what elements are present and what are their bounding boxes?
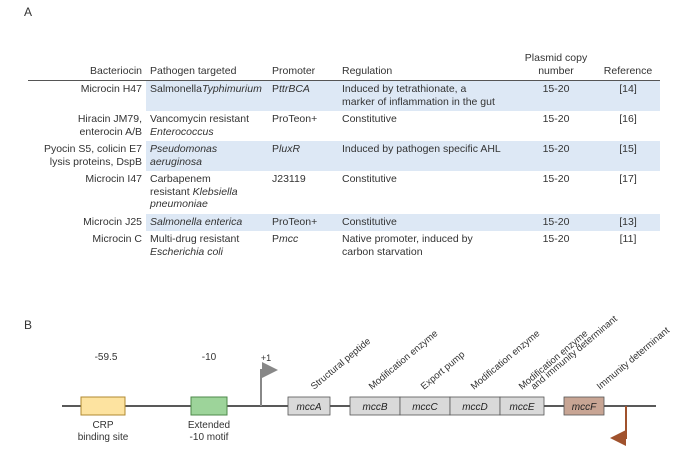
mcc-operon-diagram: -59.5 -10 +1 CRP binding site Extended -… [62, 313, 672, 446]
cell-regulation: Native promoter, induced by carbon starva… [342, 233, 473, 258]
forward-promoter-arrow [260, 362, 278, 406]
panel-b-label: B [24, 318, 33, 332]
cell-regulation: Induced by pathogen specific AHL [338, 141, 516, 171]
cell-pathogen: Vancomycin resistant Enterococcus [150, 113, 250, 138]
crp-label-line1: CRP [92, 420, 113, 431]
cell-copy-number: 15-20 [542, 113, 570, 125]
cell-promoter: Pmcc [272, 233, 299, 245]
table-row: Microcin I47 Carbapenem resistant Klebsiel… [28, 171, 660, 214]
cell-promoter: PluxR [268, 141, 338, 171]
gene-role-label: Immunity determinant [595, 325, 672, 392]
cell-bacteriocin: Microcin H47 [28, 80, 146, 111]
gene-label-mccD: mccD [462, 402, 488, 413]
cell-copy-number: 15-20 [542, 173, 570, 185]
header-reference: Reference [596, 52, 660, 81]
gene-box-mccF [563, 396, 605, 416]
panel-a-label: A [24, 5, 33, 19]
header-copy-number: Plasmid copy number [516, 52, 596, 81]
cell-pathogen: SalmonellaTyphimurium [146, 80, 268, 111]
gene-label-mccC: mccC [412, 402, 438, 413]
cell-bacteriocin: Microcin I47 [85, 173, 142, 185]
cell-promoter: PttrBCA [268, 80, 338, 111]
header-pathogen: Pathogen targeted [146, 52, 268, 81]
cell-reference: [14] [596, 80, 660, 111]
cell-promoter: ProTeon+ [272, 113, 318, 125]
cell-copy-number: 15-20 [542, 233, 570, 245]
cell-reference: [13] [596, 213, 660, 231]
gene-role-label: Export pump [419, 349, 467, 392]
cell-copy-number: 15-20 [516, 141, 596, 171]
gene-blocks: mccA mccB mccC mccD mccE mccF [287, 396, 605, 416]
cell-regulation: Induced by tetrathionate, a marker of inf… [338, 80, 516, 111]
gene-label-mccE: mccE [510, 402, 535, 413]
table-row: Pyocin S5, colicin E7 lysis proteins, Dsp… [28, 141, 660, 171]
gene-label-mccA: mccA [297, 402, 322, 413]
cell-pathogen: Carbapenem resistant Klebsiella pneumoniae [150, 173, 238, 210]
crp-binding-box [80, 396, 126, 416]
bacteriocin-table: Bacteriocin Pathogen targeted Promoter R… [28, 52, 660, 261]
crp-label-line2: binding site [78, 432, 129, 443]
cell-promoter: J23119 [272, 173, 306, 185]
tss-label: +1 [261, 353, 271, 363]
table-row: Microcin C Multi-drug resistant Escherichi… [28, 231, 660, 261]
cell-reference: [16] [619, 113, 637, 125]
cell-reference: [11] [619, 233, 637, 245]
table-row: Microcin H47 SalmonellaTyphimurium PttrBCA… [28, 80, 660, 111]
reverse-promoter-arrow [610, 406, 627, 446]
cell-promoter: ProTeon+ [268, 213, 338, 231]
cell-reference: [15] [596, 141, 660, 171]
cell-bacteriocin: Pyocin S5, colicin E7 lysis proteins, Dsp… [28, 141, 146, 171]
table-row: Microcin J25 Salmonella enterica ProTeon+ C… [28, 213, 660, 231]
cell-bacteriocin: Microcin C [92, 233, 142, 245]
ext-label-line2: -10 motif [190, 432, 229, 443]
gene-box-mccA [287, 396, 331, 416]
table-header-row: Bacteriocin Pathogen targeted Promoter R… [28, 52, 660, 81]
header-promoter: Promoter [268, 52, 338, 81]
gene-role-label: Structural peptide [309, 336, 373, 392]
ext-label-line1: Extended [188, 420, 230, 431]
cell-regulation: Constitutive [338, 213, 516, 231]
cell-copy-number: 15-20 [516, 80, 596, 111]
cell-pathogen: Salmonella enterica [146, 213, 268, 231]
extended-minus10-box [190, 396, 228, 416]
cell-pathogen: Multi-drug resistant Escherichia coli [150, 233, 240, 258]
table-row: Hiracin JM79, enterocin A/B Vancomycin res… [28, 111, 660, 141]
cell-copy-number: 15-20 [516, 213, 596, 231]
gene-label-mccB: mccB [363, 402, 388, 413]
cell-pathogen: Pseudomonas aeruginosa [146, 141, 268, 171]
cell-bacteriocin: Microcin J25 [28, 213, 146, 231]
gene-box-mccE [499, 396, 545, 416]
cell-regulation: Constitutive [342, 173, 397, 185]
cell-bacteriocin: Hiracin JM79, enterocin A/B [77, 113, 142, 138]
table-body: Microcin H47 SalmonellaTyphimurium PttrBCA… [28, 80, 660, 262]
header-bacteriocin: Bacteriocin [28, 52, 146, 81]
gene-label-mccF: mccF [572, 402, 597, 413]
minus10-position-label: -10 [202, 352, 217, 363]
crp-position-label: -59.5 [95, 352, 118, 363]
cell-regulation: Constitutive [342, 113, 397, 125]
header-regulation: Regulation [338, 52, 516, 81]
cell-reference: [17] [619, 173, 637, 185]
